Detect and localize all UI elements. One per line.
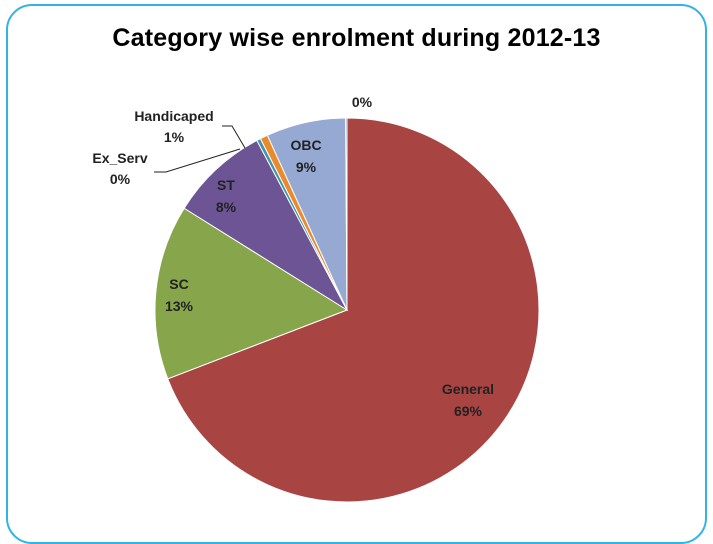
slice-label-sc: SC	[169, 276, 188, 292]
pie-slice-unlabeled	[345, 117, 348, 311]
slice-label-obc: OBC	[290, 137, 321, 153]
leader-line-handicaped	[222, 125, 246, 149]
slice-label-general: General	[442, 381, 494, 397]
chart-title: Category wise enrolment during 2012-13	[112, 24, 601, 52]
slice-label-ex_serv: Ex_Serv	[92, 150, 147, 166]
slice-value-obc: 9%	[296, 159, 317, 175]
slice-value-handicaped: 1%	[164, 129, 185, 145]
slice-value-unlabeled: 0%	[352, 94, 373, 110]
pie-slice-sc	[154, 207, 349, 380]
slice-label-handicaped: Handicaped	[134, 108, 213, 124]
pie-slice-st	[183, 139, 349, 312]
slice-label-st: ST	[217, 177, 235, 193]
pie-slice-general	[167, 117, 540, 503]
slice-value-sc: 13%	[165, 298, 194, 314]
slice-value-st: 8%	[216, 199, 237, 215]
slice-value-ex_serv: 0%	[110, 171, 131, 187]
leader-line-ex-serv	[154, 148, 241, 173]
slice-value-general: 69%	[454, 403, 483, 419]
pie-chart: General 69% SC 13% ST 8% Ex_Serv 0% Handicaped 1%…	[92, 94, 540, 503]
